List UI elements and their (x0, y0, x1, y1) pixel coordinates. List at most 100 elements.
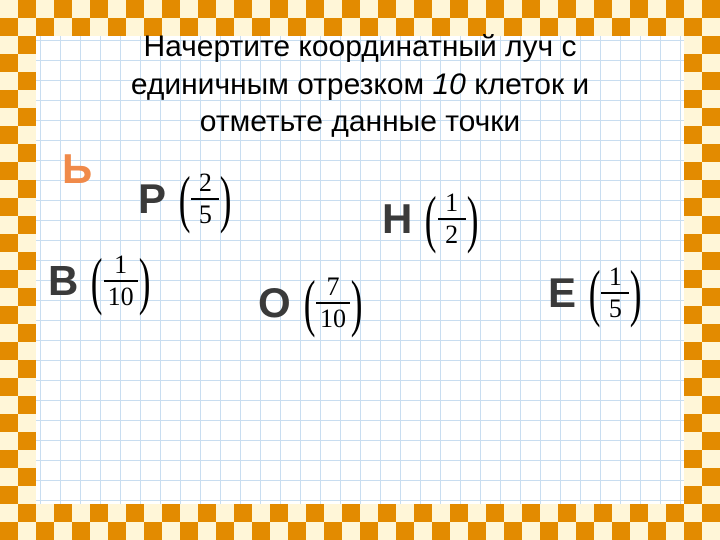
border-checker (54, 504, 72, 522)
border-checker (36, 0, 54, 18)
border-checker (18, 450, 36, 468)
border-checker (18, 162, 36, 180)
border-checker (684, 486, 702, 504)
border-checker (306, 0, 324, 18)
border-checker (0, 18, 18, 36)
border-checker (18, 504, 36, 522)
point-H: Н(12) (382, 188, 483, 250)
border-checker (684, 126, 702, 144)
border-checker (72, 0, 90, 18)
border-checker (396, 0, 414, 18)
border-checker (0, 504, 18, 522)
border-checker (702, 234, 720, 252)
border-checker (684, 360, 702, 378)
border-checker (306, 522, 324, 540)
border-checker (666, 0, 684, 18)
border-checker (306, 504, 324, 522)
paren-right-icon: ) (351, 277, 363, 328)
border-checker (648, 522, 666, 540)
border-checker (288, 504, 306, 522)
border-checker (702, 216, 720, 234)
border-checker (252, 504, 270, 522)
border-checker (702, 468, 720, 486)
border-checker (684, 0, 702, 18)
border-checker (702, 360, 720, 378)
border-checker (702, 486, 720, 504)
border-checker (0, 396, 18, 414)
border-checker (396, 504, 414, 522)
border-checker (90, 504, 108, 522)
border-checker (0, 468, 18, 486)
border-checker (0, 432, 18, 450)
border-checker (702, 90, 720, 108)
border-checker (702, 108, 720, 126)
border-checker (198, 504, 216, 522)
border-checker (684, 270, 702, 288)
paren-left-icon: ( (303, 277, 315, 328)
border-checker (180, 522, 198, 540)
fraction-num-V: 1 (110, 250, 131, 280)
border-checker (558, 522, 576, 540)
border-checker (684, 0, 702, 18)
border-checker (0, 180, 18, 198)
border-checker (630, 0, 648, 18)
border-checker (414, 522, 432, 540)
border-checker (702, 504, 720, 522)
border-checker (522, 0, 540, 18)
border-checker (0, 18, 18, 36)
paren-right-icon: ) (630, 267, 642, 318)
paren-left-icon: ( (179, 173, 191, 224)
fraction-O: (710) (299, 272, 368, 334)
border-checker (702, 306, 720, 324)
border-checker (18, 414, 36, 432)
border-checker (684, 72, 702, 90)
border-checker (702, 522, 720, 540)
border-checker (684, 522, 702, 540)
border-checker (0, 0, 18, 18)
border-checker (18, 54, 36, 72)
fraction-H: (12) (420, 188, 483, 250)
border-checker (576, 0, 594, 18)
border-checker (234, 522, 252, 540)
border-checker (702, 54, 720, 72)
paren-left-icon: ( (91, 255, 103, 306)
title-number: 10 (433, 68, 466, 101)
border-checker (648, 0, 666, 18)
paren-right-icon: ) (138, 255, 150, 306)
border-checker (702, 0, 720, 18)
fraction-den-P: 5 (195, 200, 216, 230)
border-checker (234, 0, 252, 18)
border-checker (324, 522, 342, 540)
border-checker (0, 126, 18, 144)
border-checker (18, 288, 36, 306)
border-checker (0, 414, 18, 432)
border-checker (270, 0, 288, 18)
border-checker (432, 504, 450, 522)
border-checker (252, 522, 270, 540)
border-checker (432, 522, 450, 540)
border-checker (18, 468, 36, 486)
border-checker (54, 522, 72, 540)
fraction-den-V: 10 (104, 282, 138, 312)
border-checker (18, 0, 36, 18)
border-checker (252, 0, 270, 18)
title-line2b: клеток и (466, 68, 589, 101)
border-checker (612, 0, 630, 18)
border-checker (18, 342, 36, 360)
border-checker (684, 504, 702, 522)
border-checker (18, 504, 36, 522)
border-checker (18, 198, 36, 216)
border-checker (684, 162, 702, 180)
border-checker (0, 324, 18, 342)
border-checker (702, 0, 720, 18)
border-checker (576, 522, 594, 540)
border-checker (18, 396, 36, 414)
border-checker (684, 180, 702, 198)
border-checker (108, 0, 126, 18)
border-checker (288, 0, 306, 18)
border-checker (324, 0, 342, 18)
border-checker (18, 18, 36, 36)
slide: Начертите координатный луч с единичным о… (0, 0, 720, 540)
border-checker (324, 504, 342, 522)
border-checker (684, 198, 702, 216)
